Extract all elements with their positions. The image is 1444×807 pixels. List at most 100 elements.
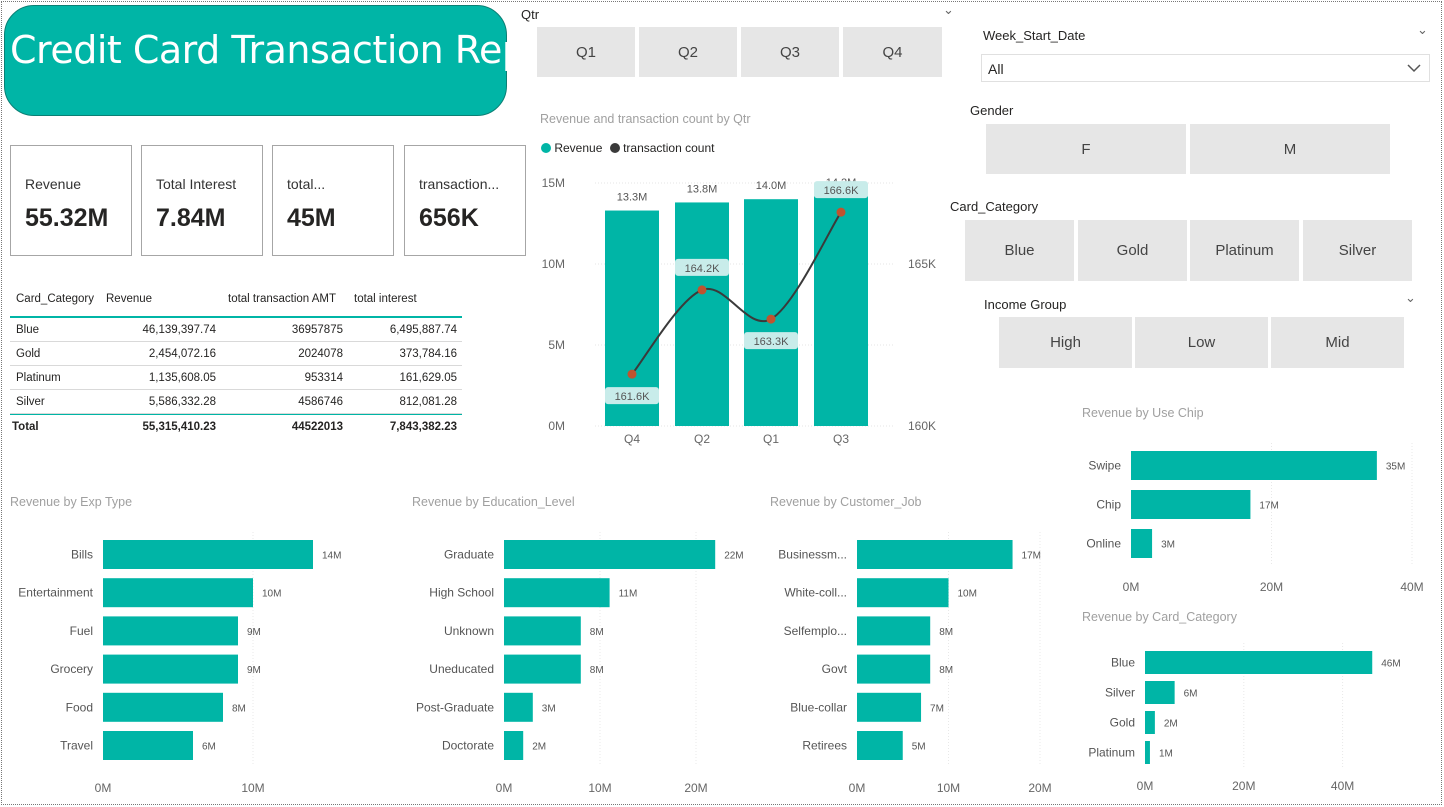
column-header[interactable]: Card_Category bbox=[16, 293, 94, 305]
data-label: 2M bbox=[1164, 719, 1178, 730]
qtr-option-q3[interactable]: Q3 bbox=[741, 27, 839, 77]
card-slicer-title: Card_Category bbox=[950, 199, 1039, 214]
bar bbox=[857, 654, 931, 684]
title-banner bbox=[4, 5, 507, 116]
category-label: Entertainment bbox=[18, 586, 93, 600]
revenue-by-customer-job-chart[interactable]: 0M 10M 20M Businessm... 17M White-coll... 10M S… bbox=[770, 525, 1060, 800]
income-option-high[interactable]: High bbox=[999, 317, 1132, 368]
qtr-option-q2[interactable]: Q2 bbox=[639, 27, 737, 77]
column-header[interactable]: Revenue bbox=[106, 293, 153, 305]
category-label: Bills bbox=[71, 548, 93, 562]
table-row[interactable]: Platinum 1,135,608.05 953314 161,629.05 bbox=[10, 366, 462, 390]
card-category-table[interactable]: Card_Category Revenue total transaction … bbox=[10, 288, 462, 438]
bar bbox=[857, 692, 922, 722]
card-option-blue[interactable]: Blue bbox=[965, 220, 1074, 281]
kpi-card-total-interest[interactable]: Total Interest 7.84M bbox=[141, 145, 263, 256]
chevron-down-icon[interactable]: ⌄ bbox=[1417, 22, 1428, 37]
gender-option-f[interactable]: F bbox=[986, 124, 1186, 174]
week-start-dropdown[interactable]: All bbox=[981, 54, 1430, 82]
chevron-down-icon[interactable]: ⌄ bbox=[943, 2, 954, 17]
chart-title: Revenue and transaction count by Qtr bbox=[540, 112, 751, 126]
category-label: Graduate bbox=[444, 548, 494, 562]
data-label: 13.3M bbox=[617, 192, 648, 204]
bar bbox=[1145, 681, 1175, 704]
data-label: 6M bbox=[202, 742, 216, 753]
revenue-by-card-category-chart[interactable]: 0M 20M 40M Blue 46M Silver 6M Gold 2M Platinum 1M bbox=[1075, 635, 1440, 800]
kpi-value: 55.32M bbox=[25, 204, 109, 232]
y2-tick-label: 165K bbox=[908, 257, 936, 271]
column-header[interactable]: total interest bbox=[354, 293, 417, 305]
x-tick-label: 0M bbox=[1137, 779, 1154, 793]
x-tick-label: 20M bbox=[684, 781, 707, 795]
card-option-platinum[interactable]: Platinum bbox=[1190, 220, 1299, 281]
category-label: Businessm... bbox=[778, 548, 847, 562]
revenue-by-exp-type-chart[interactable]: 0M 10M Bills 14M Entertainment 10M Fuel 9M Groce… bbox=[5, 525, 405, 800]
x-tick-label: 0M bbox=[849, 781, 866, 795]
table-cell: Blue bbox=[16, 324, 40, 336]
data-label: 35M bbox=[1386, 462, 1405, 473]
table-cell: 7,843,382.23 bbox=[389, 421, 457, 433]
bar bbox=[103, 616, 238, 646]
category-label: Travel bbox=[60, 739, 93, 753]
kpi-value: 7.84M bbox=[156, 204, 226, 232]
kpi-card-transaction-count[interactable]: transaction... 656K bbox=[404, 145, 526, 256]
data-label: 10M bbox=[262, 589, 281, 600]
chart-title: Revenue by Education_Level bbox=[412, 495, 575, 509]
bar bbox=[1145, 651, 1373, 674]
dropdown-value: All bbox=[988, 61, 1004, 77]
legend-label: Revenue bbox=[554, 141, 603, 155]
chart-title: Revenue by Customer_Job bbox=[770, 495, 922, 509]
bar bbox=[504, 578, 610, 608]
data-label-box bbox=[814, 181, 868, 199]
category-label: Blue bbox=[1111, 656, 1135, 670]
category-label: High School bbox=[429, 586, 494, 600]
kpi-card-total-amt[interactable]: total... 45M bbox=[272, 145, 394, 256]
table-row[interactable]: Blue 46,139,397.74 36957875 6,495,887.74 bbox=[10, 318, 462, 342]
data-label: 17M bbox=[1022, 551, 1041, 562]
income-option-mid[interactable]: Mid bbox=[1271, 317, 1404, 368]
data-label: 166.6K bbox=[824, 185, 860, 197]
category-label: Blue-collar bbox=[790, 700, 847, 714]
table-cell: Total bbox=[12, 421, 39, 433]
x-tick-label: Q2 bbox=[694, 432, 710, 446]
y2-tick-label: 160K bbox=[908, 419, 936, 433]
kpi-card-revenue[interactable]: Revenue 55.32M bbox=[10, 145, 132, 256]
data-label: 17M bbox=[1259, 501, 1278, 512]
table-cell: Gold bbox=[16, 348, 41, 360]
revenue-transaction-combo-chart[interactable]: 0M 5M 10M 15M 160K 165K 13.3M Q4 13.8M Q2 14.0M Q1 1… bbox=[535, 160, 945, 455]
bar bbox=[857, 616, 931, 646]
category-label: Platinum bbox=[1088, 746, 1135, 760]
bar bbox=[103, 578, 253, 608]
week-slicer-title: Week_Start_Date bbox=[983, 28, 1086, 43]
qtr-option-q1[interactable]: Q1 bbox=[537, 27, 635, 77]
table-row[interactable]: Gold 2,454,072.16 2024078 373,784.16 bbox=[10, 342, 462, 366]
table-cell: 812,081.28 bbox=[399, 396, 457, 408]
revenue-by-education-chart[interactable]: 0M 10M 20M Graduate 22M High School 11M Unknown… bbox=[410, 525, 770, 800]
bar bbox=[814, 195, 868, 426]
line-point bbox=[627, 369, 637, 379]
qtr-option-q4[interactable]: Q4 bbox=[843, 27, 942, 77]
card-option-silver[interactable]: Silver bbox=[1303, 220, 1412, 281]
table-row[interactable]: Silver 5,586,332.28 4586746 812,081.28 bbox=[10, 390, 462, 414]
income-option-low[interactable]: Low bbox=[1135, 317, 1268, 368]
bar bbox=[744, 199, 798, 426]
x-tick-label: 40M bbox=[1331, 779, 1354, 793]
column-header[interactable]: total transaction AMT bbox=[228, 293, 337, 305]
kpi-label: total... bbox=[287, 176, 326, 192]
x-tick-label: 10M bbox=[588, 781, 611, 795]
category-label: Online bbox=[1086, 537, 1121, 551]
bar bbox=[103, 540, 313, 569]
data-label: 14.0M bbox=[756, 180, 787, 192]
card-option-gold[interactable]: Gold bbox=[1078, 220, 1187, 281]
category-label: Chip bbox=[1096, 498, 1121, 512]
data-label: 7M bbox=[930, 703, 944, 714]
revenue-by-use-chip-chart[interactable]: 0M 20M 40M Swipe 35M Chip 17M Online 3M bbox=[1075, 430, 1440, 600]
category-label: Food bbox=[66, 700, 93, 714]
chart-legend: Revenue transaction count bbox=[541, 141, 714, 155]
gender-option-m[interactable]: M bbox=[1190, 124, 1390, 174]
bar bbox=[1131, 451, 1377, 480]
kpi-label: Total Interest bbox=[156, 176, 237, 192]
bar bbox=[1145, 741, 1150, 764]
report-title: Credit Card Transaction Report bbox=[10, 28, 578, 72]
chevron-down-icon[interactable]: ⌄ bbox=[1405, 290, 1416, 305]
